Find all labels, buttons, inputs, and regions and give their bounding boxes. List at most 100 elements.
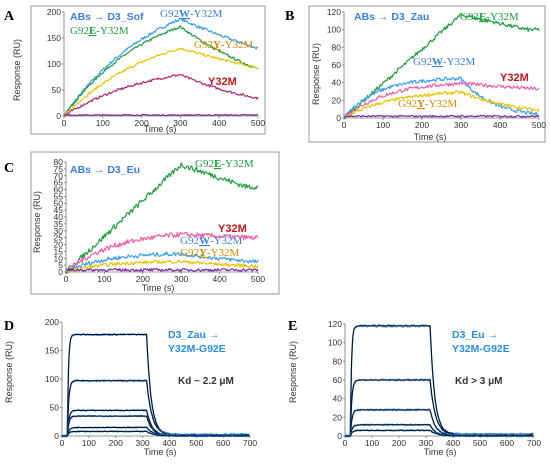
- y-tick-label: 65: [54, 178, 64, 188]
- series-line-g92w-y32m: [65, 251, 259, 273]
- y-tick-label: 100: [327, 25, 341, 35]
- panel-a-label-g92y: G92Y-Y32M: [194, 39, 254, 51]
- y-tick-label: 5: [58, 260, 63, 270]
- panel-a-plot: 0 100 200 300 400 500 0 50 100 150 200: [47, 7, 266, 128]
- x-tick-label: 400: [162, 438, 176, 448]
- panel-b-label-g92y: G92Y-Y32M: [398, 98, 458, 110]
- x-tick-label: 100: [97, 274, 111, 284]
- x-tick-label: 700: [243, 438, 257, 448]
- x-tick-label: 0: [60, 438, 65, 448]
- panel-c: C Response (RU) Time (s) ABs → D3_Eu 0 10…: [4, 151, 280, 295]
- x-tick-label: 0: [62, 118, 67, 128]
- x-tick-label: 300: [173, 118, 187, 128]
- panel-c-label-g92y: G92Y-Y32M: [180, 247, 240, 259]
- x-tick-label: 500: [251, 118, 265, 128]
- panel-c-plot: 0 100 200 300 400 500 051015202530354045505560…: [54, 157, 266, 284]
- panel-d-title-text: D3_Zau →: [168, 329, 219, 341]
- series-line-trace-2: [344, 408, 534, 438]
- x-tick-label: 600: [500, 438, 514, 448]
- y-tick-label: 35: [54, 219, 64, 229]
- panel-b-xlabel: Time (s): [414, 132, 447, 142]
- panel-letter-d: D: [4, 319, 14, 334]
- y-tick-label: 150: [45, 346, 59, 356]
- x-tick-label: 500: [532, 120, 546, 130]
- series-line-g92w-y32m: [343, 76, 539, 119]
- panel-b-plot: 0 100 200 300 400 500 0 20 40 60 80 100 120: [327, 7, 547, 130]
- y-tick-label: 20: [332, 95, 342, 105]
- panel-c-xlabel: Time (s): [142, 283, 175, 293]
- fit-line-trace-5: [62, 430, 250, 437]
- panel-letter-b: B: [285, 9, 294, 24]
- y-tick-label: 80: [332, 42, 342, 52]
- panel-d-title: D3_Zau → Y32M-G92E: [168, 329, 226, 355]
- y-tick-label: 30: [54, 226, 64, 236]
- panel-e: E 0 100 200 300 400 500 600 700020406080100120 …: [288, 319, 541, 457]
- x-tick-label: 0: [64, 274, 69, 284]
- y-tick-label: 100: [328, 338, 342, 348]
- x-tick-label: 300: [419, 438, 433, 448]
- x-tick-label: 100: [365, 438, 379, 448]
- y-tick-label: 10: [54, 253, 64, 263]
- panel-b-ylabel: Response (RU): [311, 43, 321, 105]
- x-tick-label: 500: [251, 274, 265, 284]
- y-tick-label: 0: [54, 431, 59, 441]
- fit-line-trace-1: [345, 379, 534, 437]
- panel-d-plot: 0 100 200 300 400 500 600 700 0 50 100 150 200: [45, 317, 258, 448]
- series-line-trace-1: [344, 378, 534, 438]
- series-line-y32m: [343, 81, 540, 119]
- panel-a-ylabel: Response (RU): [12, 39, 22, 101]
- panel-letter-c: C: [4, 161, 14, 176]
- y-tick-label: 150: [47, 33, 61, 43]
- y-tick-label: 200: [47, 7, 61, 17]
- panel-a-xlabel: Time (s): [144, 124, 177, 134]
- panel-d-title-text-line2: Y32M-G92E: [168, 343, 226, 355]
- series-line-y32m: [63, 74, 259, 117]
- y-tick-label: 50: [52, 85, 62, 95]
- panel-e-title-text-line2: Y32M-G92E: [452, 343, 510, 355]
- panel-b-label-g92e: G92E-Y32M: [460, 11, 519, 23]
- panel-c-ylabel: Response (RU): [32, 191, 42, 253]
- y-tick-label: 0: [336, 113, 341, 123]
- panel-c-label-g92e: G92E-Y32M: [195, 158, 254, 170]
- x-tick-label: 200: [109, 438, 123, 448]
- panel-b-label-g92w: G92W-Y32M: [413, 56, 476, 68]
- panel-a-label-g92w: G92W-Y32M: [160, 8, 223, 20]
- panel-d-xlabel: Time (s): [144, 447, 177, 457]
- panel-e-xlabel: Time (s): [424, 447, 457, 457]
- x-tick-label: 300: [454, 120, 468, 130]
- series-line-g92e-y32m: [65, 162, 259, 274]
- panel-c-title: ABs → D3_Eu: [70, 164, 140, 176]
- y-tick-label: 60: [333, 375, 343, 385]
- panel-c-label-y32m: Y32M: [218, 223, 247, 235]
- x-tick-label: 700: [527, 438, 541, 448]
- y-tick-label: 0: [58, 267, 63, 277]
- y-tick-label: 60: [54, 185, 64, 195]
- panel-b-title: ABs → D3_Zau: [354, 11, 429, 23]
- fit-line-trace-4: [345, 429, 534, 437]
- y-tick-label: 20: [54, 240, 64, 250]
- x-tick-label: 100: [96, 118, 110, 128]
- panel-b: B Response (RU) Time (s) ABs → D3_Zau 0 1…: [285, 5, 547, 143]
- panel-e-title-text: D3_Eu →: [452, 329, 498, 341]
- y-tick-label: 15: [54, 246, 64, 256]
- panel-a: A Response (RU) Time (s) ABs → D3_Sof 0 1…: [4, 5, 266, 135]
- panel-a-label-g92e: G92E-Y32M: [70, 25, 129, 37]
- x-tick-label: 200: [135, 118, 149, 128]
- y-tick-label: 100: [45, 374, 59, 384]
- x-tick-label: 400: [493, 120, 507, 130]
- x-tick-label: 300: [135, 438, 149, 448]
- x-tick-label: 500: [189, 438, 203, 448]
- y-tick-label: 40: [54, 212, 64, 222]
- panel-b-label-y32m: Y32M: [500, 72, 529, 84]
- series-line-g92e-y32m: [63, 25, 259, 116]
- x-tick-label: 100: [82, 438, 96, 448]
- x-tick-label: 0: [343, 438, 348, 448]
- y-tick-label: 100: [47, 59, 61, 69]
- series-line-trace-4: [65, 268, 259, 272]
- panel-c-label-g92w: G92W-Y32M: [180, 235, 243, 247]
- y-tick-label: 40: [333, 394, 343, 404]
- y-tick-label: 25: [54, 233, 64, 243]
- series-line-g92e-y32m: [344, 13, 540, 120]
- y-tick-label: 0: [337, 431, 342, 441]
- y-tick-label: 50: [54, 198, 64, 208]
